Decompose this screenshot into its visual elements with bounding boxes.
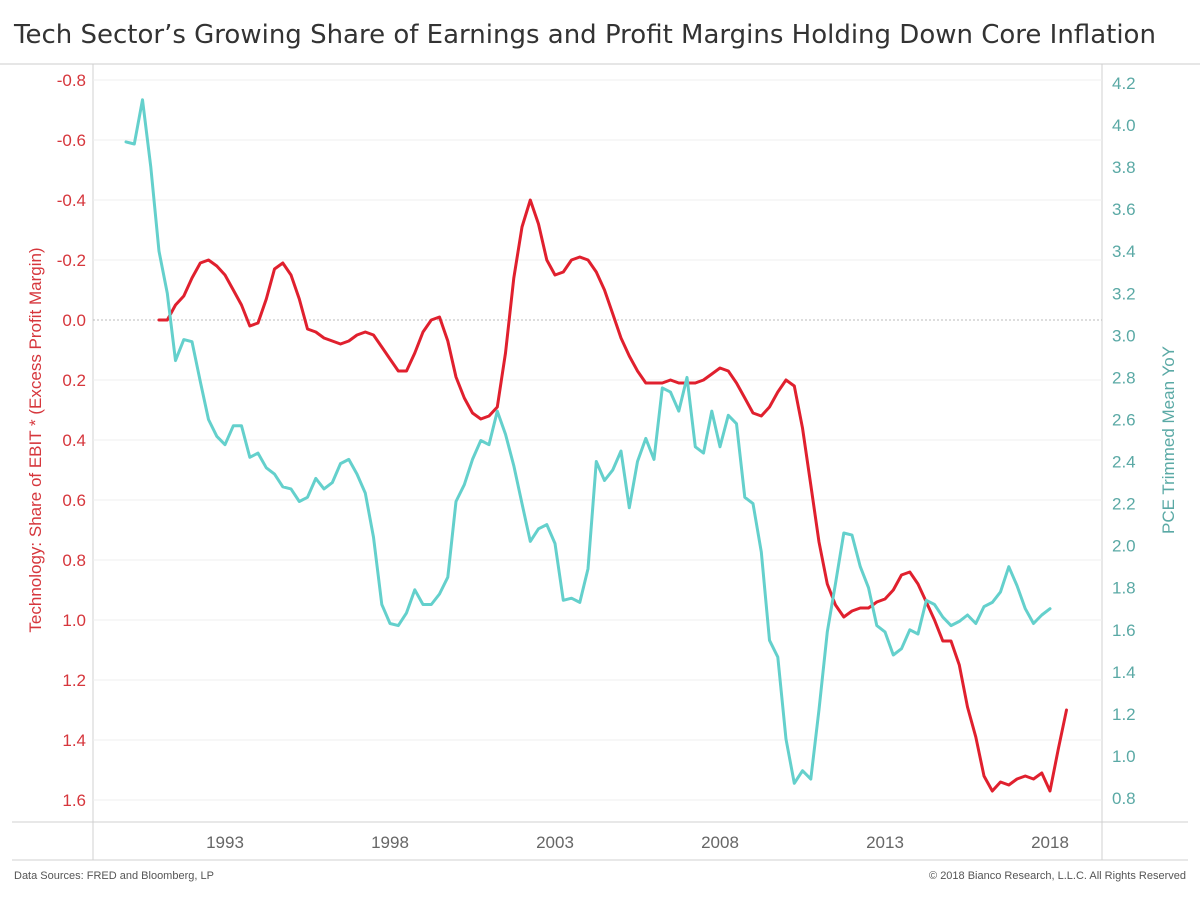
series-lines <box>124 98 1068 793</box>
right-tick-label: 2.2 <box>1112 495 1136 514</box>
left-tick-label: 1.2 <box>62 671 86 690</box>
right-tick-label: 3.2 <box>1112 284 1136 303</box>
right-tick-label: 2.6 <box>1112 410 1136 429</box>
left-tick-label: 1.0 <box>62 611 86 630</box>
right-tick-label: 1.0 <box>1112 747 1136 766</box>
right-tick-label: 3.6 <box>1112 200 1136 219</box>
right-tick-label: 0.8 <box>1112 789 1136 808</box>
right-tick-label: 1.6 <box>1112 621 1136 640</box>
left-tick-label: 0.0 <box>62 311 86 330</box>
right-tick-label: 4.0 <box>1112 116 1136 135</box>
data-source-note: Data Sources: FRED and Bloomberg, LP <box>14 870 214 882</box>
left-tick-label: -0.6 <box>57 131 86 150</box>
right-tick-label: 1.2 <box>1112 705 1136 724</box>
x-tick-label: 1993 <box>206 833 244 852</box>
right-axis-ticks: 0.8 1.0 1.2 1.4 1.6 1.8 2.0 2.2 2.4 2.6 2.8 3.0 3.2 3… <box>1112 74 1136 808</box>
right-tick-label: 1.4 <box>1112 663 1136 682</box>
gridlines <box>0 63 1200 861</box>
right-tick-label: 2.0 <box>1112 537 1136 556</box>
right-tick-label: 4.2 <box>1112 74 1136 93</box>
right-tick-label: 3.4 <box>1112 242 1136 261</box>
right-tick-label: 2.8 <box>1112 368 1136 387</box>
left-tick-label: 0.8 <box>62 551 86 570</box>
left-axis-label: Technology: Share of EBIT * (Excess Prof… <box>26 247 45 632</box>
left-tick-label: 1.4 <box>62 731 86 750</box>
x-tick-label: 2003 <box>536 833 574 852</box>
right-tick-label: 3.0 <box>1112 326 1136 345</box>
left-tick-label: 1.6 <box>62 791 86 810</box>
copyright-note: © 2018 Bianco Research, L.L.C. All Right… <box>929 870 1186 882</box>
left-tick-label: -0.2 <box>57 251 86 270</box>
right-tick-label: 2.4 <box>1112 453 1136 472</box>
right-tick-label: 1.8 <box>1112 579 1136 598</box>
x-tick-label: 2018 <box>1031 833 1069 852</box>
x-tick-label: 2008 <box>701 833 739 852</box>
x-tick-label: 1998 <box>371 833 409 852</box>
left-tick-label: -0.4 <box>57 191 86 210</box>
x-tick-label: 2013 <box>866 833 904 852</box>
left-tick-label: 0.4 <box>62 431 86 450</box>
chart-title: Tech Sector’s Growing Share of Earnings … <box>14 20 1156 50</box>
x-axis-ticks: 1993 1998 2003 2008 2013 2018 <box>206 833 1069 852</box>
pce-trimmed-mean-line <box>124 98 1052 785</box>
left-tick-label: -0.8 <box>57 71 86 90</box>
left-tick-label: 0.6 <box>62 491 86 510</box>
left-axis-ticks: -0.8 -0.6 -0.4 -0.2 0.0 0.2 0.4 0.6 0.8 1.0 1.2 1.4… <box>57 71 86 810</box>
right-tick-label: 3.8 <box>1112 158 1136 177</box>
left-tick-label: 0.2 <box>62 371 86 390</box>
right-axis-label: PCE Trimmed Mean YoY <box>1159 346 1178 534</box>
tech-share-ebit-line <box>157 198 1068 793</box>
